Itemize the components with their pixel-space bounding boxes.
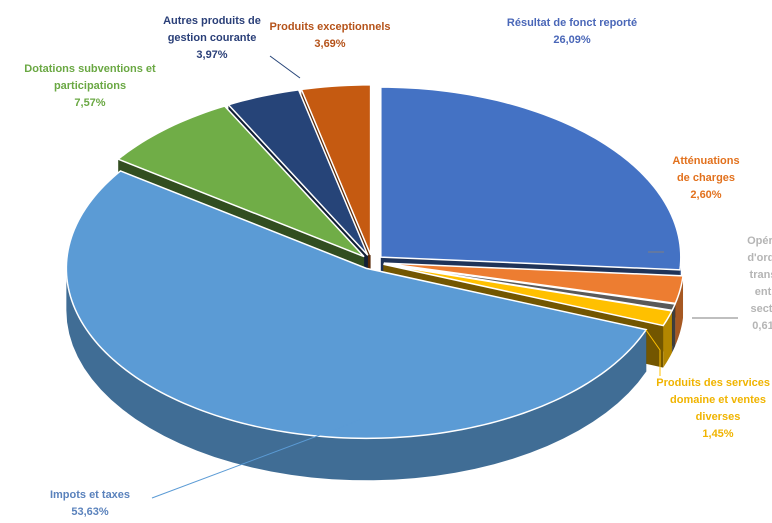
leader-line-2 [645, 329, 661, 376]
data-label-value: 2,60% [690, 189, 721, 201]
data-label-name: secti [750, 303, 772, 315]
leader-line-impots-et-taxes [151, 419, 361, 499]
data-label-name: Opéra [747, 235, 772, 247]
data-label-value: 53,63% [71, 506, 109, 518]
data-label-name: gestion courante [168, 32, 257, 44]
slice-side-opera-d-ordr-trans-ent-secti [672, 304, 676, 353]
data-label-name: d'ordr [747, 252, 772, 264]
data-label-impots-et-taxes: Impots et taxes 53,63% [50, 489, 130, 518]
slice-top-resultat-de-fonct-reporte [380, 86, 682, 271]
data-label-value: 3,69% [314, 38, 345, 50]
leader-line-autres-produits-de-gestion-courante [269, 55, 301, 79]
data-label-name: diverses [696, 411, 741, 423]
data-label-name: Résultat de fonct reporté [507, 17, 637, 29]
data-label-value: 7,57% [74, 97, 105, 109]
data-label-value: 26,09% [553, 34, 591, 46]
data-label-opera-d-ordr-trans-ent-secti: Opéra d'ordr trans ent secti 0,61 [747, 235, 772, 332]
data-label-resultat-de-fonct-reporte: Résultat de fonct reporté 26,09% [507, 17, 637, 46]
data-label-attenuations-de-charges: Atténuations de charges 2,60% [672, 155, 739, 201]
slice-top-attenuations-de-charges [383, 262, 684, 305]
data-label-name: trans [750, 269, 772, 281]
slice-top-autres-produits-de-gestion-courante [227, 89, 369, 256]
data-label-produits-exceptionnels: Produits exceptionnels 3,69% [269, 21, 390, 50]
data-label-value: 3,97% [196, 49, 227, 61]
slice-side-attenuations-de-charges [675, 275, 684, 346]
data-label-value: 0,61 [752, 320, 772, 332]
data-label-name: Impots et taxes [50, 489, 130, 501]
data-label-produits-des-services-d-domaine-et-ventes-diverses: Produits des services d domaine et ventes… [656, 377, 772, 440]
data-label-autres-produits-de-gestion-courante: Autres produits de gestion courante 3,97% [163, 15, 261, 61]
data-label-name: Dotations subventions et [24, 63, 156, 75]
data-label-name: Produits exceptionnels [269, 21, 390, 33]
data-label-name: de charges [677, 172, 735, 184]
slice-side-impots-et-taxes [66, 268, 647, 481]
data-label-name: ent [755, 286, 772, 298]
slice-top-produits-des-services-d-domaine-et-ventes-diverses [383, 263, 674, 327]
data-label-name: participations [54, 80, 126, 92]
data-label-name: Autres produits de [163, 15, 261, 27]
data-label-name: domaine et ventes [670, 394, 766, 406]
slice-side-produits-des-services-d-domaine-et-ventes-diverses [663, 310, 672, 368]
slice-top-impots-et-taxes [65, 170, 648, 440]
data-label-name: Produits des services d [656, 377, 772, 389]
slice-top-produits-exceptionnels [300, 84, 372, 256]
slices-layer [65, 84, 684, 481]
labels-layer: Résultat de fonct reporté 26,09% Atténuati… [24, 15, 772, 518]
leader-lines-layer [151, 55, 738, 499]
data-label-dotations-subventions-et-participations: Dotations subventions et participations 7,… [24, 63, 156, 109]
data-label-name: Atténuations [672, 155, 739, 167]
slice-impots-et-taxes [65, 170, 648, 481]
slice-top-dotations-subventions-et-participations [116, 105, 365, 258]
data-label-value: 1,45% [702, 428, 733, 440]
